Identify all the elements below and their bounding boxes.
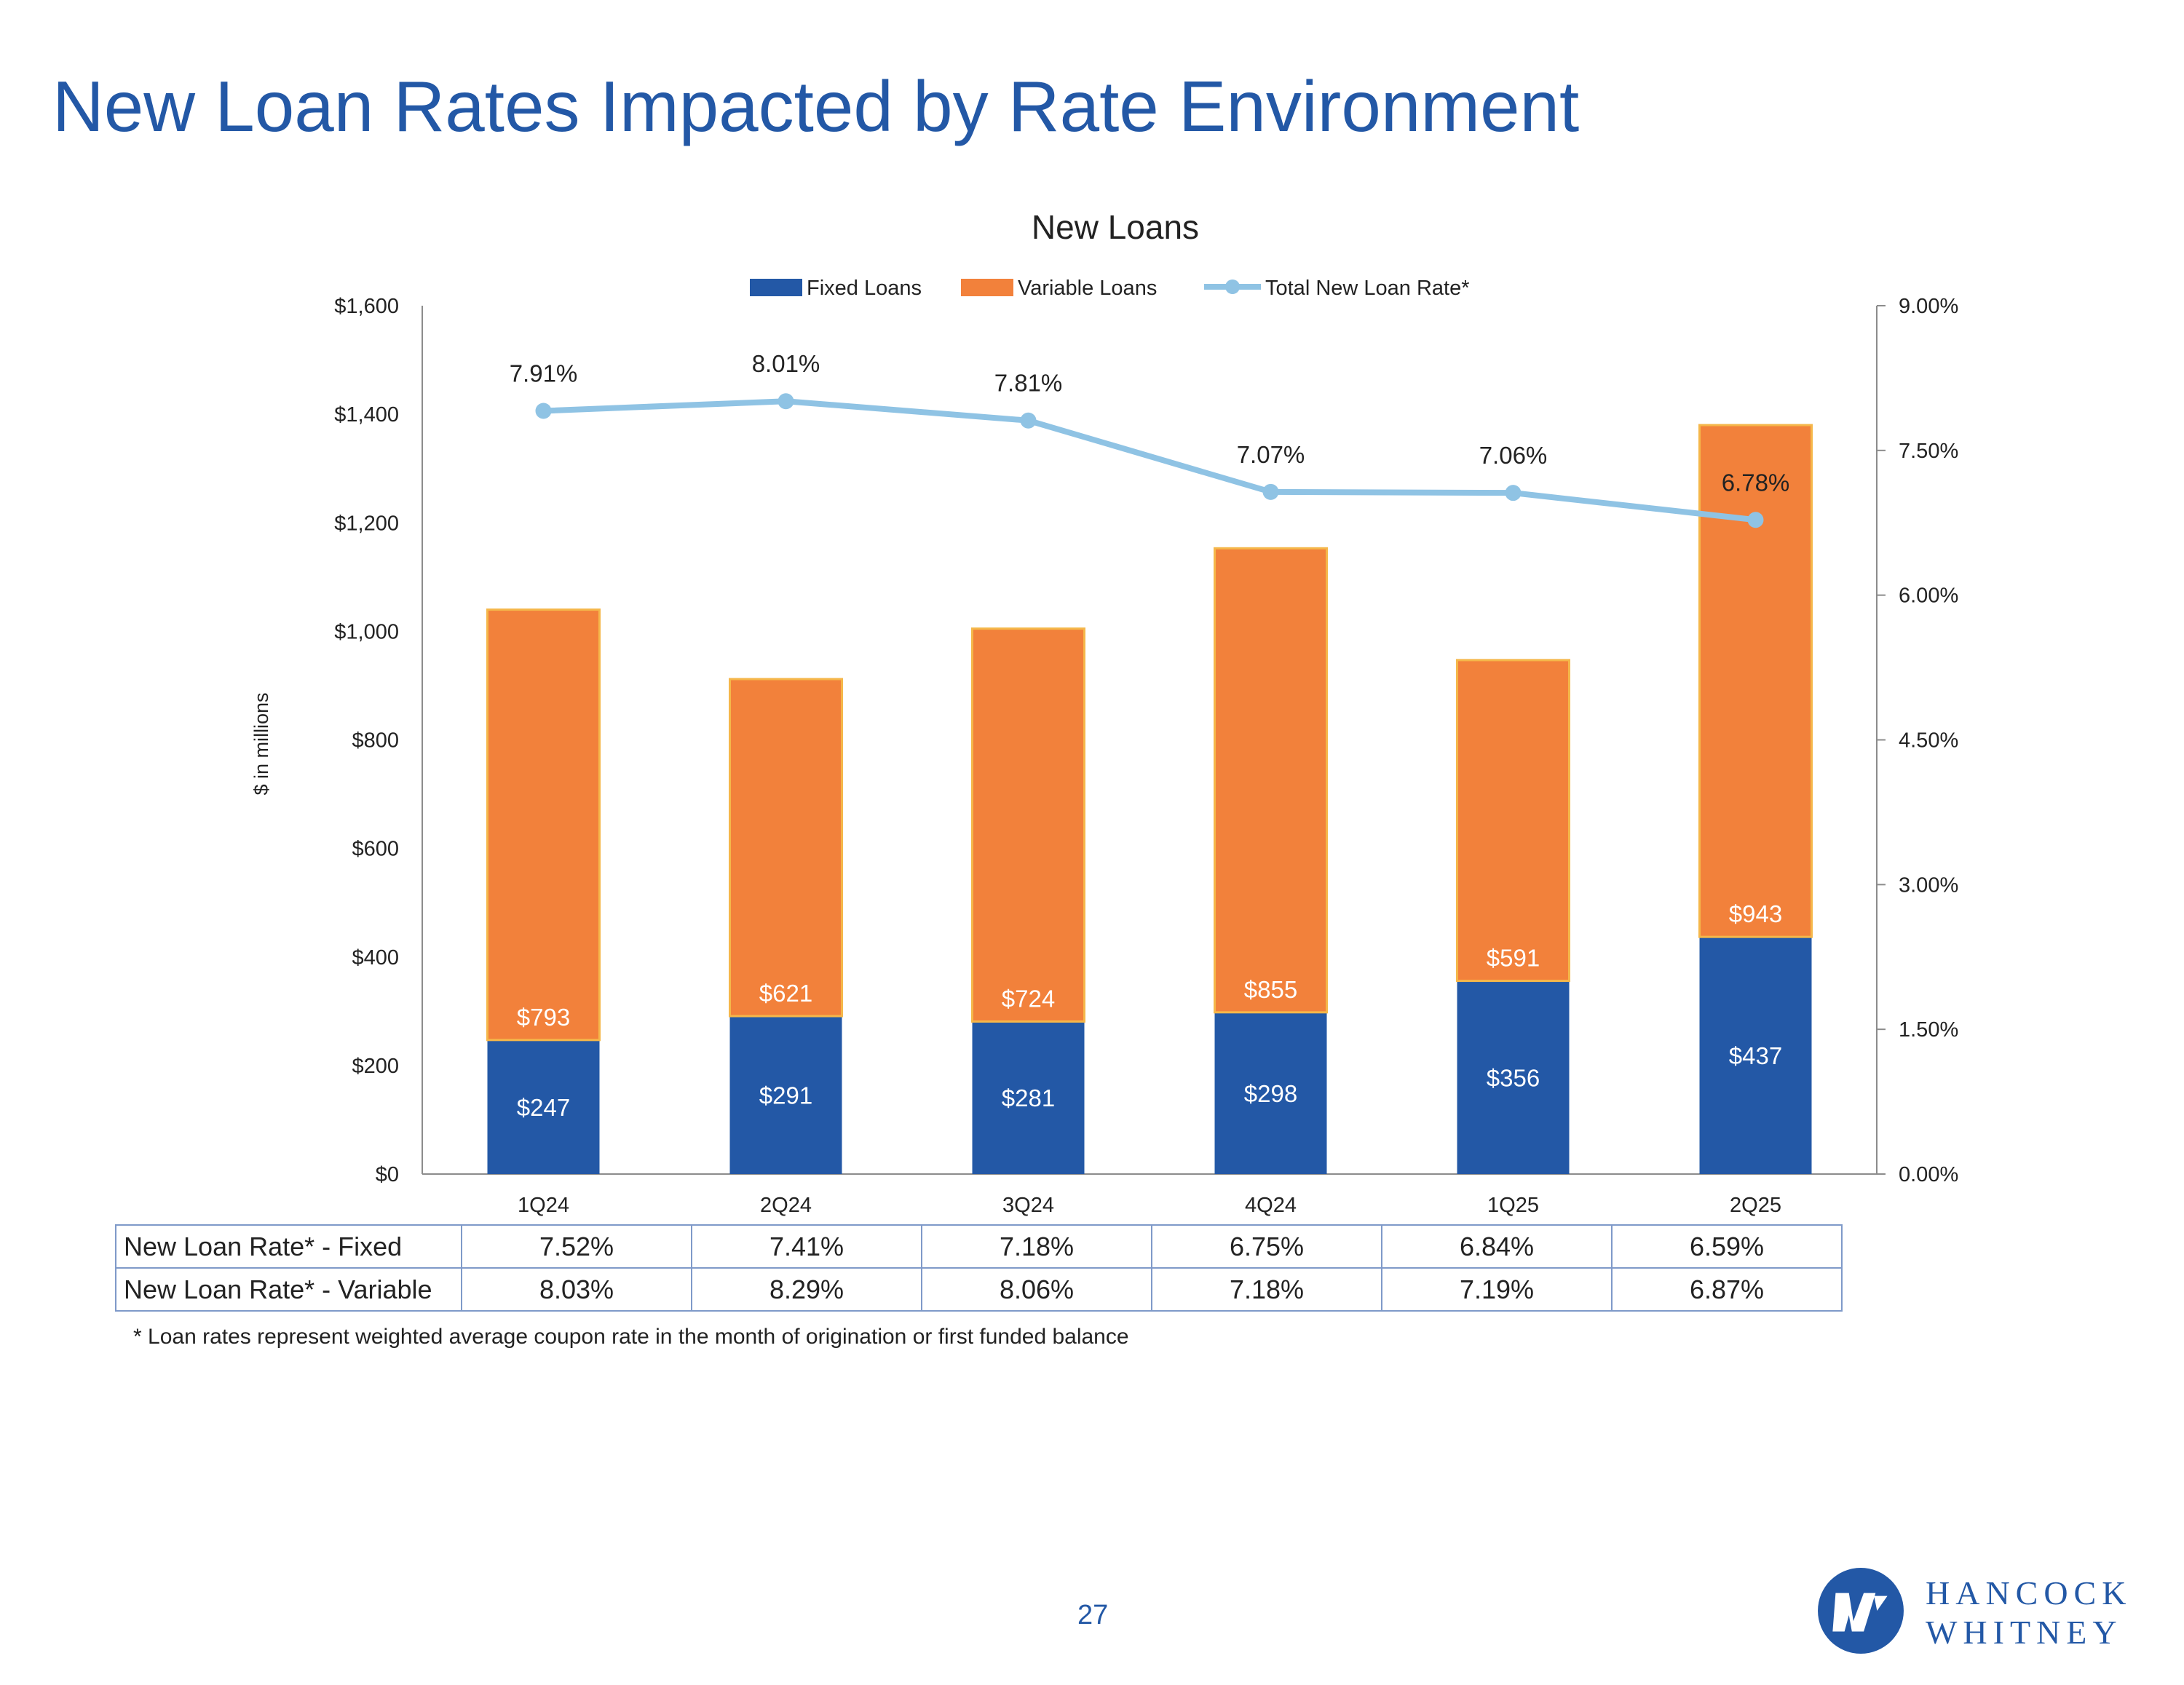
bar-variable <box>1214 547 1328 1014</box>
x-tick-label: 2Q24 <box>760 1194 812 1217</box>
bar-label-fixed: $281 <box>1002 1085 1055 1111</box>
bar-label-fixed: $356 <box>1487 1064 1540 1091</box>
rate-point <box>1747 512 1764 528</box>
footnote: * Loan rates represent weighted average … <box>133 1325 1129 1349</box>
bar-label-variable: $793 <box>517 1004 570 1031</box>
y2-tick-label: 1.50% <box>1899 1018 1958 1042</box>
table-row: New Loan Rate* - Variable 8.03% 8.29% 8.… <box>115 1267 1843 1312</box>
y-tick-label: $1,600 <box>334 295 399 318</box>
legend-swatch-fixed <box>750 279 802 296</box>
x-tick-label: 2Q25 <box>1730 1194 1781 1217</box>
y-axis-title: $ in millions <box>250 692 272 795</box>
x-tick-label: 4Q24 <box>1245 1194 1297 1217</box>
new-loans-chart: New Loans Fixed Loans Variable Loans Tot… <box>250 208 1958 1217</box>
y-tick-label: $200 <box>352 1055 399 1078</box>
table-cell: 8.03% <box>461 1267 692 1312</box>
table-cell: 8.06% <box>921 1267 1152 1312</box>
chart-axes: $0 $200 $400 $600 $800 $1,000 $1,200 $1,400 $1,6… <box>334 295 1958 1217</box>
bar-variable <box>971 627 1085 1023</box>
bar-fixed <box>1457 980 1570 1174</box>
rate-table: New Loan Rate* - Fixed 7.52% 7.41% 7.18%… <box>115 1224 1843 1312</box>
bar-variable <box>486 608 601 1042</box>
y2-tick-label: 6.00% <box>1899 584 1958 608</box>
bar-variable <box>1456 659 1570 983</box>
legend-swatch-variable <box>961 279 1013 296</box>
table-cell: 6.75% <box>1151 1224 1382 1269</box>
y-tick-label: $1,400 <box>334 403 399 427</box>
legend-label-fixed: Fixed Loans <box>807 277 922 300</box>
table-cell: 7.18% <box>1151 1267 1382 1312</box>
bar-label-variable: $943 <box>1729 900 1782 927</box>
bar-fixed <box>1214 1012 1327 1174</box>
bar-variable <box>1698 424 1813 938</box>
rate-point <box>535 403 552 419</box>
bar-label-fixed: $437 <box>1729 1042 1782 1069</box>
y-tick-label: $0 <box>376 1163 399 1186</box>
table-cell: 6.87% <box>1611 1267 1843 1312</box>
y-tick-label: $600 <box>352 838 399 861</box>
x-tick-label: 1Q24 <box>518 1194 569 1217</box>
table-cell: 7.41% <box>691 1224 922 1269</box>
logo-line-1: HANCOCK <box>1926 1574 2132 1611</box>
bar-label-variable: $591 <box>1487 945 1540 972</box>
logo-line-2: WHITNEY <box>1926 1614 2123 1651</box>
company-logo: HANCOCK WHITNEY <box>1816 1565 2137 1660</box>
bar-label-variable: $855 <box>1244 976 1297 1003</box>
chart-rate-line: 7.91% 8.01% 7.81% 7.07% 7.06% 6.78% <box>510 350 1790 528</box>
y2-tick-label: 9.00% <box>1899 295 1958 318</box>
table-cell: 8.29% <box>691 1267 922 1312</box>
logo-wordmark: HANCOCK WHITNEY <box>1926 1574 2132 1652</box>
row-label: New Loan Rate* - Fixed <box>115 1224 462 1269</box>
legend-marker-rate <box>1225 279 1240 294</box>
y2-tick-label: 7.50% <box>1899 440 1958 463</box>
rate-label: 6.78% <box>1722 469 1790 496</box>
table-row: New Loan Rate* - Fixed 7.52% 7.41% 7.18%… <box>115 1224 1843 1269</box>
y-tick-label: $800 <box>352 729 399 753</box>
y2-tick-label: 0.00% <box>1899 1163 1958 1186</box>
table-cell: 6.84% <box>1381 1224 1613 1269</box>
bar-fixed <box>972 1021 1085 1174</box>
y2-tick-label: 3.00% <box>1899 873 1958 897</box>
legend-label-variable: Variable Loans <box>1018 277 1157 300</box>
rate-point <box>1262 483 1279 500</box>
page-number: 27 <box>1077 1600 1109 1630</box>
bar-fixed <box>729 1016 842 1174</box>
rate-label: 7.81% <box>994 370 1063 397</box>
row-label: New Loan Rate* - Variable <box>115 1267 462 1312</box>
bar-fixed <box>487 1039 600 1174</box>
y-tick-label: $1,200 <box>334 512 399 535</box>
table-cell: 7.19% <box>1381 1267 1613 1312</box>
table-cell: 7.52% <box>461 1224 692 1269</box>
rate-point <box>1505 485 1522 501</box>
rate-label: 7.06% <box>1479 442 1548 469</box>
bar-fixed <box>1699 937 1812 1174</box>
bar-label-fixed: $298 <box>1244 1080 1297 1107</box>
rate-label: 7.07% <box>1237 441 1305 468</box>
rate-label: 7.91% <box>510 360 578 386</box>
chart-title: New Loans <box>1032 208 1199 246</box>
bar-label-fixed: $291 <box>759 1082 812 1109</box>
x-tick-label: 1Q25 <box>1487 1194 1539 1217</box>
table-cell: 6.59% <box>1611 1224 1843 1269</box>
bar-label-variable: $724 <box>1002 985 1055 1012</box>
rate-label: 8.01% <box>752 350 820 377</box>
bar-label-fixed: $247 <box>517 1094 570 1121</box>
legend-label-rate: Total New Loan Rate* <box>1265 277 1470 300</box>
hw-logo-icon <box>1818 1568 1904 1654</box>
table-cell: 7.18% <box>921 1224 1152 1269</box>
bar-label-variable: $621 <box>759 980 812 1007</box>
x-tick-label: 3Q24 <box>1002 1194 1054 1217</box>
slide-title: New Loan Rates Impacted by Rate Environm… <box>52 66 1580 146</box>
chart-bars: $247 $793 $291 $621 $281 $724 $298 $855 $356 $591… <box>486 424 1813 1174</box>
rate-point <box>778 393 794 410</box>
chart-legend: Fixed Loans Variable Loans Total New Loa… <box>750 277 1470 300</box>
y-tick-label: $400 <box>352 946 399 970</box>
rate-line-path <box>543 398 1756 523</box>
bar-variable <box>729 678 843 1018</box>
y2-tick-label: 4.50% <box>1899 729 1958 753</box>
y-tick-label: $1,000 <box>334 620 399 643</box>
rate-point <box>1020 412 1037 429</box>
